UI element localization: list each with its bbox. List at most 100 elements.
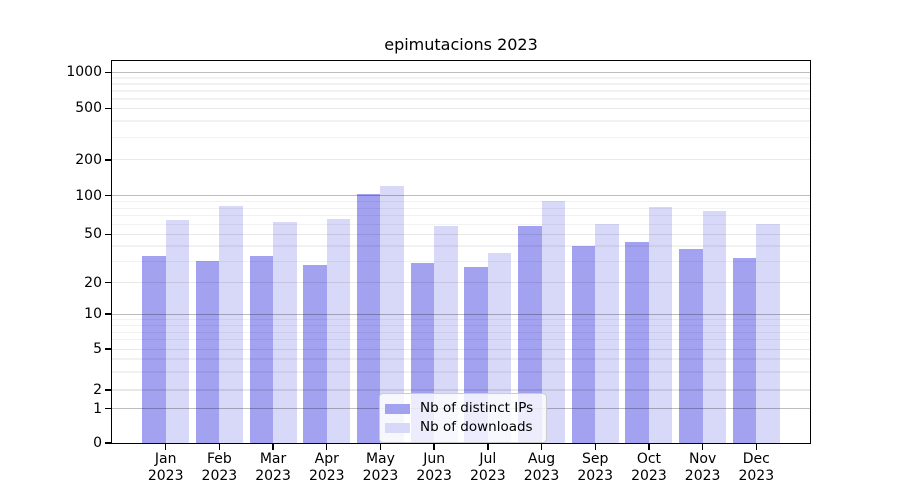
x-tick-label: May 2023 — [362, 451, 399, 484]
gridline-mid — [112, 159, 810, 161]
bar-distinct-ips-nov — [679, 248, 703, 443]
bar-distinct-ips-aug — [518, 226, 542, 443]
y-tick-mark — [105, 407, 112, 410]
y-tick-mark — [105, 442, 112, 444]
x-tick-mark — [379, 444, 382, 450]
gridline-minor — [112, 83, 810, 85]
gridline-minor — [112, 223, 810, 225]
y-tick-label: 2 — [93, 382, 102, 399]
x-tick-label: Apr 2023 — [308, 451, 345, 484]
gridline-minor — [112, 77, 810, 79]
gridline-minor — [112, 324, 810, 326]
gridline-minor — [112, 331, 810, 333]
y-tick-mark — [105, 107, 112, 110]
bar-downloads-mar — [273, 222, 297, 443]
y-tick-label: 50 — [84, 226, 102, 243]
legend-swatch-downloads — [385, 422, 410, 433]
x-tick-mark — [755, 444, 757, 450]
x-tick-label: Dec 2023 — [738, 451, 775, 484]
bar-downloads-jan — [165, 219, 190, 443]
grid-layer — [112, 61, 810, 443]
bar-distinct-ips-sep — [571, 246, 596, 443]
y-tick-mark — [105, 71, 112, 74]
gridline-mid — [112, 233, 810, 235]
x-tick-label: Jun 2023 — [416, 451, 452, 484]
gridline-minor — [112, 260, 810, 262]
gridline-mid — [112, 389, 810, 391]
y-tick-mark — [105, 233, 112, 235]
x-tick-label: Aug 2023 — [523, 451, 560, 484]
y-tick-label: 20 — [84, 274, 102, 291]
gridline-mid — [112, 348, 810, 350]
bar-distinct-ips-dec — [732, 257, 757, 443]
y-tick-mark — [105, 159, 112, 161]
gridline-minor — [112, 339, 810, 341]
legend-item: Nb of distinct IPs — [385, 399, 539, 418]
x-tick-mark — [648, 444, 650, 450]
gridline-mid — [112, 282, 810, 284]
legend-swatch-distinct-ips — [385, 403, 410, 414]
gridline-major — [112, 195, 810, 197]
bar-downloads-may — [380, 186, 404, 443]
bar-downloads-dec — [756, 224, 780, 443]
x-tick-mark — [326, 444, 328, 450]
y-tick-mark — [105, 282, 112, 284]
x-tick-mark — [433, 444, 435, 450]
bar-downloads-nov — [702, 211, 727, 443]
gridline-major — [112, 313, 810, 315]
y-tick-label: 1 — [93, 400, 102, 417]
y-tick-label: 100 — [75, 187, 102, 204]
gridline-minor — [112, 120, 810, 122]
y-tick-mark — [105, 348, 112, 350]
gridline-minor — [112, 318, 810, 321]
y-tick-mark — [105, 195, 112, 197]
bar-downloads-sep — [595, 224, 619, 443]
x-tick-label: Jan 2023 — [147, 451, 184, 484]
bar-downloads-apr — [326, 218, 351, 443]
x-tick-mark — [487, 444, 489, 450]
x-tick-label: Jul 2023 — [470, 451, 506, 484]
legend: Nb of distinct IPs Nb of downloads — [379, 393, 547, 443]
gridline-minor — [112, 358, 810, 360]
plot-area — [111, 60, 811, 444]
bar-distinct-ips-jan — [142, 256, 166, 443]
gridline-minor — [112, 136, 810, 138]
x-tick-label: Oct 2023 — [631, 451, 667, 484]
chart-title: epimutacions 2023 — [384, 35, 538, 54]
bar-distinct-ips-feb — [195, 261, 220, 443]
y-tick-mark — [105, 389, 112, 391]
x-tick-mark — [701, 444, 704, 450]
bar-distinct-ips-may — [356, 194, 381, 443]
bar-distinct-ips-apr — [303, 264, 327, 443]
bar-downloads-feb — [219, 206, 243, 443]
gridline-minor — [112, 245, 810, 247]
gridline-minor — [112, 371, 810, 373]
legend-label: Nb of distinct IPs — [420, 400, 534, 416]
bar-distinct-ips-mar — [249, 256, 274, 443]
gridline-minor — [112, 201, 810, 203]
gridline-minor — [112, 90, 810, 92]
x-tick-mark — [272, 444, 274, 450]
legend-label: Nb of downloads — [420, 419, 533, 435]
gridline-major — [112, 71, 810, 74]
x-tick-mark — [164, 444, 167, 450]
legend-item: Nb of downloads — [385, 418, 539, 437]
y-tick-label: 10 — [84, 306, 102, 323]
bar-downloads-jun — [434, 226, 458, 443]
gridline-minor — [112, 215, 810, 217]
gridline-minor — [112, 98, 810, 100]
x-tick-label: Nov 2023 — [684, 451, 721, 484]
x-tick-mark — [540, 444, 543, 450]
y-tick-label: 500 — [75, 100, 102, 117]
x-tick-mark — [594, 444, 596, 450]
y-tick-label: 0 — [93, 435, 102, 451]
bar-downloads-aug — [541, 201, 566, 443]
x-tick-label: Mar 2023 — [255, 451, 291, 484]
x-tick-mark — [218, 444, 221, 450]
gridline-minor — [112, 207, 810, 209]
x-tick-label: Sep 2023 — [577, 451, 614, 484]
y-tick-label: 5 — [93, 341, 102, 358]
gridline-mid — [112, 107, 810, 110]
x-tick-label: Feb 2023 — [201, 451, 238, 484]
